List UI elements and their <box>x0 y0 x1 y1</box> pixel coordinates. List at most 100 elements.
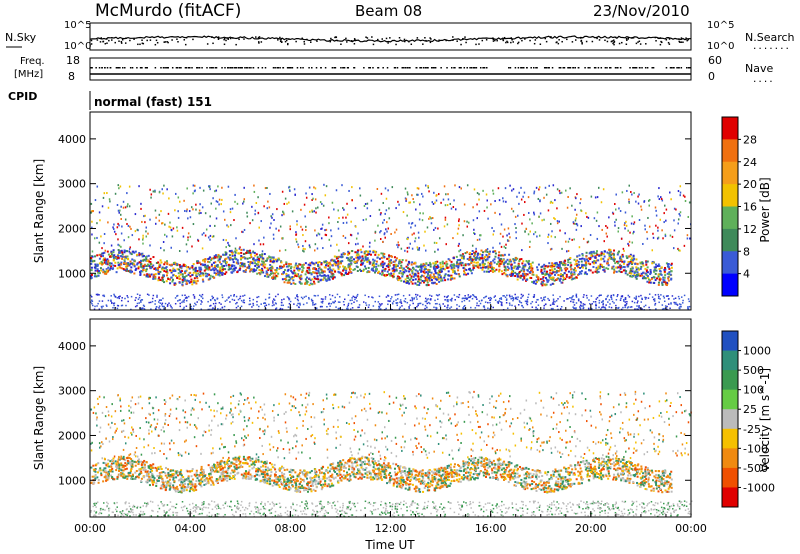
data-cell <box>149 244 151 247</box>
data-cell <box>464 252 467 255</box>
data-cell <box>469 296 471 299</box>
data-cell <box>621 191 624 194</box>
data-cell <box>456 232 459 235</box>
data-cell <box>427 268 430 271</box>
data-cell <box>266 267 269 270</box>
freq-point <box>221 67 223 69</box>
noise-search-point <box>114 41 116 44</box>
data-cell <box>226 299 228 301</box>
noise-search-point <box>243 38 245 40</box>
data-cell <box>204 272 207 275</box>
data-cell <box>342 265 345 268</box>
data-cell <box>355 297 358 299</box>
data-cell <box>243 200 245 203</box>
noise-search-point <box>655 40 657 42</box>
data-cell <box>264 187 267 190</box>
noise-search-point <box>238 38 240 41</box>
data-cell <box>362 269 365 272</box>
noise-search-point <box>524 38 526 40</box>
data-cell <box>170 305 172 308</box>
noise-search-point <box>438 39 440 41</box>
data-cell <box>406 246 409 249</box>
data-cell <box>159 308 162 311</box>
data-cell <box>373 264 376 267</box>
data-cell <box>589 257 592 260</box>
data-cell <box>405 199 407 202</box>
data-cell <box>687 308 690 311</box>
data-cell <box>597 270 600 273</box>
data-cell <box>269 258 272 261</box>
data-cell <box>228 296 230 298</box>
data-cell <box>270 270 273 273</box>
data-cell <box>509 273 512 276</box>
data-cell <box>650 277 653 280</box>
data-cell <box>142 234 144 237</box>
data-cell <box>425 262 428 265</box>
noise-search-point <box>475 43 477 46</box>
data-cell <box>533 211 535 214</box>
data-cell <box>428 268 431 271</box>
data-cell <box>510 272 513 275</box>
data-cell <box>106 192 108 195</box>
data-cell <box>246 266 249 269</box>
data-cell <box>104 259 107 262</box>
data-cell <box>628 272 631 275</box>
data-cell <box>202 274 205 277</box>
data-cell <box>212 197 214 200</box>
data-cell <box>246 250 249 253</box>
data-cell <box>149 218 151 221</box>
freq-point <box>610 67 612 69</box>
data-cell <box>651 260 654 263</box>
data-cell <box>622 269 625 272</box>
freq-point <box>347 67 350 69</box>
data-cell <box>557 270 560 273</box>
data-cell <box>457 263 460 266</box>
data-cell <box>609 255 612 258</box>
freq-point <box>606 67 608 69</box>
data-cell <box>677 249 680 252</box>
data-cell <box>227 185 230 188</box>
data-cell <box>140 253 143 256</box>
data-cell <box>122 206 125 209</box>
data-cell <box>607 294 609 297</box>
data-cell <box>483 297 485 299</box>
data-cell <box>158 299 161 301</box>
data-cell <box>133 259 136 262</box>
data-cell <box>577 299 580 301</box>
data-cell <box>105 268 108 271</box>
data-cell <box>400 301 402 303</box>
data-cell <box>544 186 547 189</box>
data-cell <box>189 216 192 219</box>
data-cell <box>140 263 143 266</box>
data-cell <box>494 295 497 297</box>
noise-search-point <box>111 39 113 41</box>
data-cell <box>574 267 577 270</box>
data-cell <box>476 304 478 307</box>
data-cell <box>683 244 686 247</box>
data-cell <box>111 302 113 304</box>
data-cell <box>483 308 486 311</box>
data-cell <box>221 296 224 299</box>
noise-search-point <box>104 42 107 45</box>
data-cell <box>398 272 401 275</box>
data-cell <box>120 263 123 266</box>
data-cell <box>372 261 375 264</box>
data-cell <box>439 263 442 266</box>
data-cell <box>276 275 279 278</box>
data-cell <box>337 263 340 266</box>
freq-point <box>619 67 622 69</box>
data-cell <box>288 276 291 279</box>
data-cell <box>492 189 494 192</box>
freq-point <box>574 67 576 69</box>
data-cell <box>266 273 269 276</box>
data-cell <box>411 272 414 275</box>
data-cell <box>129 271 132 274</box>
data-cell <box>313 294 316 297</box>
data-cell <box>330 271 333 274</box>
freq-point <box>584 67 586 69</box>
data-cell <box>593 262 596 265</box>
noise-search-point <box>678 38 680 40</box>
data-cell <box>602 266 605 269</box>
data-cell <box>179 299 181 301</box>
noise-search-point <box>285 39 288 42</box>
